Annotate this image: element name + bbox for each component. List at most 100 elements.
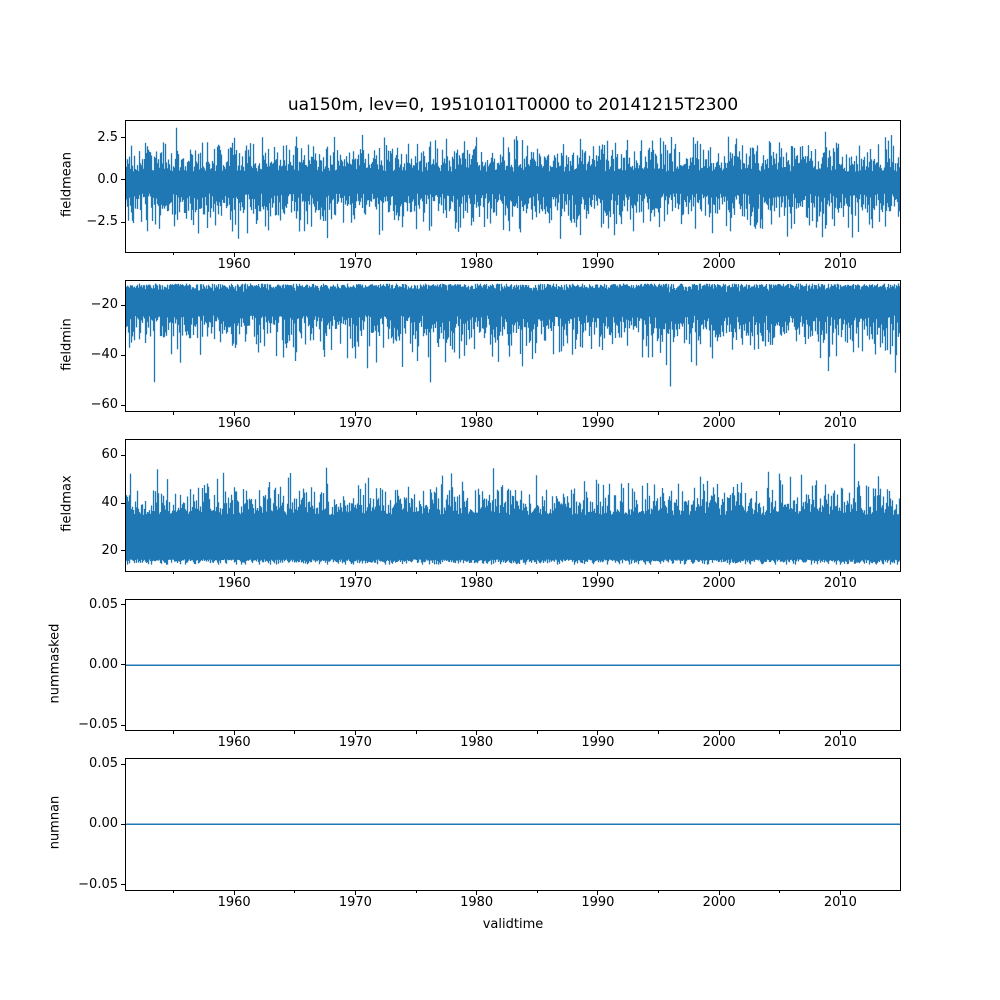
y-tick-label: −60 [90,397,118,413]
y-tick-label: 0.0 [97,171,118,187]
x-tick-label: 2000 [702,256,736,272]
x-tick [597,571,599,576]
x-tick-label: 2000 [702,735,736,751]
x-tick-label: 2010 [823,416,857,432]
x-tick-label: 1990 [581,575,615,591]
x-tick-label: 1990 [581,416,615,432]
x-tick [718,252,720,257]
x-tick-label: 1980 [460,416,494,432]
y-axis-label-fieldmin: fieldmin [59,318,75,371]
x-minor-tick [415,890,417,894]
x-minor-tick [294,731,296,734]
y-tick-label: 40 [101,495,118,511]
x-minor-tick [658,252,659,256]
y-tick-label: 20 [101,542,118,558]
axes-numnan [125,758,901,891]
x-tick-label: 1960 [217,735,251,751]
y-tick [121,179,125,181]
subplot-numnan: 0.05 0.00 −0.05 1960 1970 1980 1990 2000 2010 num… [0,756,1000,915]
x-minor-tick [536,890,538,894]
x-minor-tick [536,252,538,256]
x-tick [233,890,235,895]
x-tick [597,412,599,417]
y-tick-label: 0.00 [89,816,118,832]
y-tick-label: −20 [90,297,118,313]
x-tick [354,731,356,736]
x-minor-tick [658,412,659,415]
x-minor-tick [658,731,659,734]
x-tick-label: 1990 [581,735,615,751]
series-canvas-numnan [126,823,900,826]
x-tick-label: 1980 [460,575,494,591]
series-line-fieldmax [126,443,900,565]
x-tick [597,890,599,895]
series-line-fieldmin [126,282,900,386]
x-tick-label: 2000 [702,575,736,591]
y-tick [121,304,125,306]
subplot-fieldmax: 60 40 20 1960 1970 1980 1990 2000 2010 fieldmax [0,439,1000,596]
x-minor-tick [173,890,174,894]
x-tick-label: 2000 [702,894,736,910]
x-tick-label: 1970 [338,416,372,432]
x-minor-tick [536,571,538,575]
x-tick-label: 1980 [460,894,494,910]
x-tick [476,412,478,417]
y-tick-label: −0.05 [78,876,118,892]
series-line-fieldmean [126,127,900,239]
x-minor-tick [173,571,174,575]
x-tick [354,412,356,417]
x-minor-tick [173,252,174,256]
x-minor-tick [658,571,659,575]
y-tick [121,221,125,223]
x-tick [597,252,599,257]
x-tick [354,252,356,257]
x-minor-tick [536,412,538,415]
x-tick-label: 1990 [581,256,615,272]
x-minor-tick [173,412,174,415]
axes-fieldmean [125,120,901,253]
x-minor-tick [415,731,417,734]
x-tick-label: 2010 [823,575,857,591]
chart-title: ua150m, lev=0, 19510101T0000 to 20141215… [287,95,739,115]
x-tick-label: 1970 [338,894,372,910]
x-minor-tick [779,571,781,575]
x-tick [839,890,841,895]
x-tick [839,252,841,257]
x-tick [597,731,599,736]
y-axis-label-fieldmax: fieldmax [59,475,75,532]
series-canvas-fieldmax [126,443,900,565]
subplot-fieldmin: −20 −40 −60 1960 1970 1980 1990 2000 2010 fieldmi… [0,279,1000,437]
series-canvas-nummasked [126,664,900,666]
x-tick-label: 2010 [823,735,857,751]
y-tick-label: 0.05 [89,756,118,772]
y-tick [121,823,125,825]
y-tick [121,502,125,504]
y-tick [121,763,125,765]
axes-fieldmin [125,279,901,413]
x-tick-label: 1960 [217,416,251,432]
x-tick-label: 1970 [338,575,372,591]
x-tick-label: 1960 [217,256,251,272]
y-tick-label: −2.5 [86,214,118,229]
x-tick-label: 2010 [823,256,857,272]
y-axis-label-nummasked: nummasked [47,623,63,704]
y-tick [121,354,125,356]
y-tick [121,404,125,406]
y-tick-label: 0.00 [89,656,118,672]
x-tick-label: 1990 [581,894,615,910]
y-tick-label: 2.5 [97,129,118,145]
x-tick [839,412,841,417]
x-axis-label: validtime [482,917,544,932]
x-tick-label: 1970 [338,256,372,272]
x-tick [839,731,841,736]
x-minor-tick [779,252,781,256]
x-minor-tick [779,731,781,734]
y-axis-label-numnan: numnan [47,796,63,850]
x-tick-label: 1980 [460,735,494,751]
axes-nummasked [125,598,901,732]
x-minor-tick [294,412,296,415]
x-tick [718,731,720,736]
x-tick [718,571,720,576]
series-canvas-fieldmean [126,127,900,239]
